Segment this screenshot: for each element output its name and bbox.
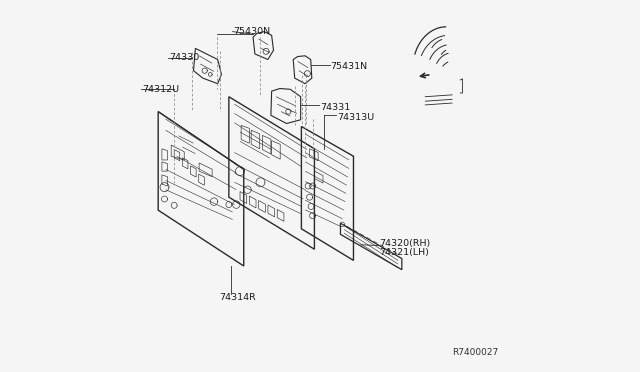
Text: 74312U: 74312U bbox=[142, 85, 179, 94]
Text: 74330: 74330 bbox=[170, 53, 200, 62]
Text: R7400027: R7400027 bbox=[452, 348, 499, 357]
Text: 74321(LH): 74321(LH) bbox=[380, 248, 429, 257]
Text: 74314R: 74314R bbox=[220, 293, 256, 302]
Text: 75430N: 75430N bbox=[234, 27, 271, 36]
Text: 74320(RH): 74320(RH) bbox=[380, 239, 431, 248]
Text: 74331: 74331 bbox=[320, 103, 350, 112]
Text: 74313U: 74313U bbox=[337, 113, 374, 122]
Text: 75431N: 75431N bbox=[330, 62, 367, 71]
